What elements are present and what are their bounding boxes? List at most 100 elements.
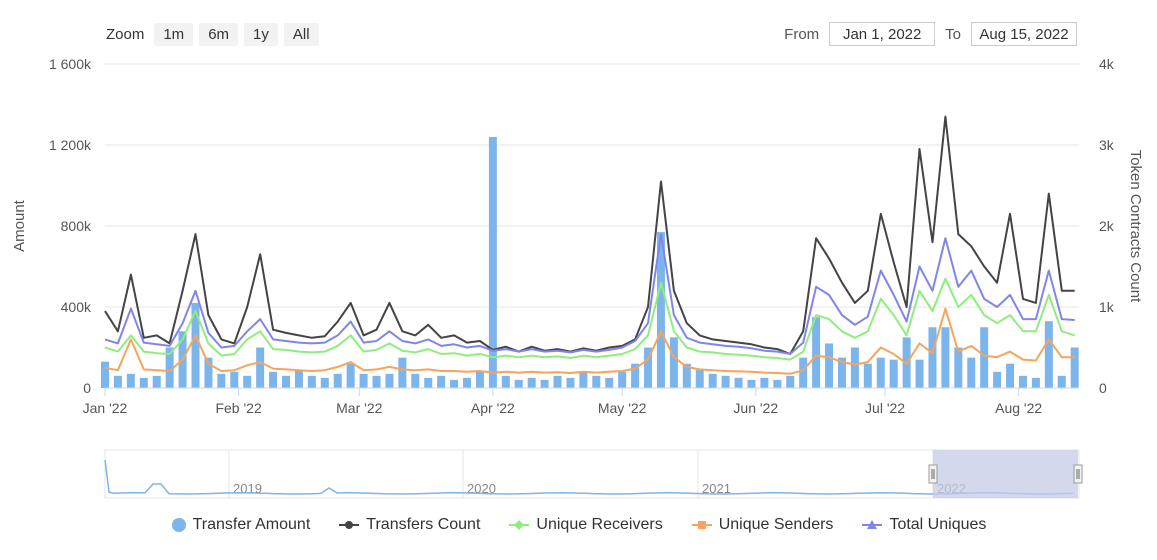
navigator[interactable]: 2019202020212022 bbox=[104, 449, 1083, 499]
legend-label: Transfers Count bbox=[366, 516, 481, 533]
transfer-amount-bar bbox=[1006, 363, 1015, 388]
x-tick-label: Aug '22 bbox=[995, 400, 1042, 416]
transfer-amount-bar bbox=[941, 327, 950, 388]
transfer-amount-columns bbox=[101, 136, 1079, 388]
transfer-amount-bar bbox=[256, 347, 265, 388]
navigator-handle[interactable] bbox=[1073, 464, 1083, 484]
line-square-marker-icon bbox=[691, 521, 712, 529]
legend-label: Unique Senders bbox=[718, 516, 834, 533]
y-left-tick-label: 0 bbox=[83, 380, 91, 396]
y-left-tick-label: 1 600k bbox=[49, 56, 92, 72]
chart-legend: Transfer Amount Transfers Count Unique R… bbox=[0, 516, 1157, 534]
transfer-amount-bar bbox=[837, 357, 846, 388]
transfer-amount-bar bbox=[760, 377, 769, 388]
transfer-amount-bar bbox=[437, 375, 446, 388]
transfer-amount-bar bbox=[230, 371, 239, 388]
zoom-label: Zoom bbox=[106, 25, 145, 43]
transfer-amount-bar bbox=[1057, 375, 1066, 388]
zoom-1y-button[interactable]: 1y bbox=[244, 22, 278, 46]
transfer-amount-bar bbox=[514, 379, 523, 388]
transfer-amount-bar bbox=[243, 375, 252, 388]
y-right-tick-label: 0 bbox=[1099, 380, 1107, 396]
line-triangle-marker-icon bbox=[862, 520, 883, 529]
legend-item-transfers-count[interactable]: Transfers Count bbox=[338, 516, 480, 534]
transfer-amount-bar bbox=[1018, 375, 1027, 388]
x-tick-label: Apr '22 bbox=[471, 400, 515, 416]
transfer-amount-bar bbox=[269, 371, 278, 388]
transfer-amount-bar bbox=[656, 232, 665, 388]
transfer-amount-bar bbox=[682, 363, 691, 388]
y-right-tick-label: 3k bbox=[1099, 137, 1115, 153]
legend-item-unique-senders[interactable]: Unique Senders bbox=[691, 516, 834, 534]
transfer-amount-bar bbox=[282, 375, 291, 388]
handle-grip bbox=[1073, 464, 1083, 484]
transfer-amount-bar bbox=[644, 347, 653, 388]
transfer-amount-bar bbox=[579, 371, 588, 388]
transfer-amount-bar bbox=[631, 363, 640, 388]
x-tick-label: Mar '22 bbox=[336, 400, 382, 416]
navigator-year-label: 2021 bbox=[702, 481, 731, 496]
legend-label: Transfer Amount bbox=[192, 516, 311, 533]
legend-label: Unique Receivers bbox=[536, 516, 663, 533]
transfer-amount-bar bbox=[398, 357, 407, 388]
legend-item-transfer-amount[interactable]: Transfer Amount bbox=[171, 516, 311, 534]
zoom-6m-button[interactable]: 6m bbox=[199, 22, 239, 46]
transfer-amount-bar bbox=[165, 347, 174, 388]
from-date-input[interactable] bbox=[829, 22, 936, 46]
transfer-amount-bar bbox=[320, 377, 329, 388]
x-tick-label: Jun '22 bbox=[733, 400, 778, 416]
transfer-amount-bar bbox=[592, 375, 601, 388]
transfer-amount-bar bbox=[721, 375, 730, 388]
transfer-amount-bar bbox=[747, 379, 756, 388]
transfer-amount-bar bbox=[618, 371, 627, 388]
transfer-amount-bar bbox=[411, 373, 420, 388]
transfer-amount-bar bbox=[139, 377, 148, 388]
transfer-amount-bar bbox=[669, 337, 678, 388]
unique-receivers-line bbox=[104, 277, 1076, 361]
transfer-amount-bar bbox=[126, 373, 135, 388]
navigator-handle[interactable] bbox=[928, 464, 938, 484]
transfer-amount-bar bbox=[359, 373, 368, 388]
transfer-amount-bar bbox=[695, 369, 704, 388]
transfer-amount-bar bbox=[333, 373, 342, 388]
transfer-amount-bar bbox=[101, 361, 109, 388]
transfer-amount-bar bbox=[463, 377, 472, 388]
y-left-axis-title: Amount bbox=[11, 199, 28, 252]
to-date-input[interactable] bbox=[971, 22, 1077, 46]
transfer-amount-bar bbox=[967, 357, 976, 388]
transfer-amount-bar bbox=[385, 373, 394, 388]
transfer-amount-bar bbox=[850, 347, 859, 388]
transfer-amount-bar bbox=[204, 357, 213, 388]
transfer-amount-bar bbox=[1044, 321, 1053, 388]
transfer-amount-bar bbox=[501, 375, 510, 388]
transfer-amount-bar bbox=[1070, 347, 1079, 388]
transfer-amount-bar bbox=[863, 363, 872, 388]
transfer-amount-bar bbox=[825, 343, 834, 388]
line-diamond-marker-icon bbox=[509, 520, 530, 530]
transfer-amount-bar bbox=[294, 369, 303, 388]
zoom-all-button[interactable]: All bbox=[283, 22, 319, 46]
legend-item-unique-receivers[interactable]: Unique Receivers bbox=[508, 516, 663, 534]
zoom-1m-button[interactable]: 1m bbox=[154, 22, 194, 46]
x-tick-label: Jan '22 bbox=[83, 400, 128, 416]
transfer-amount-bar bbox=[889, 359, 898, 388]
transfer-amount-bar bbox=[475, 371, 484, 388]
total-uniques-line bbox=[104, 233, 1075, 355]
y-right-tick-label: 1k bbox=[1099, 299, 1115, 315]
navigator-series-line bbox=[104, 459, 1074, 495]
from-label: From bbox=[784, 25, 820, 43]
series-lines bbox=[104, 115, 1076, 375]
navigator-selected-range bbox=[933, 450, 1078, 498]
y-left-tick-label: 800k bbox=[61, 218, 92, 234]
transfer-amount-bar bbox=[876, 357, 885, 388]
legend-item-total-uniques[interactable]: Total Uniques bbox=[861, 516, 986, 534]
transfer-amount-bar bbox=[553, 375, 562, 388]
zoom-bar: Zoom 1m 6m 1y All bbox=[106, 20, 319, 48]
to-label: To bbox=[945, 25, 961, 43]
transfer-amount-bar bbox=[450, 379, 459, 388]
transfer-amount-bar bbox=[799, 357, 808, 388]
chart-axes: 0 400k 800k 1 200k 1 600k 0 1k 2k 3k 4k Jan '22 Feb… bbox=[11, 56, 1144, 416]
x-tick-label: Feb '22 bbox=[215, 400, 261, 416]
y-right-tick-label: 2k bbox=[1099, 218, 1115, 234]
